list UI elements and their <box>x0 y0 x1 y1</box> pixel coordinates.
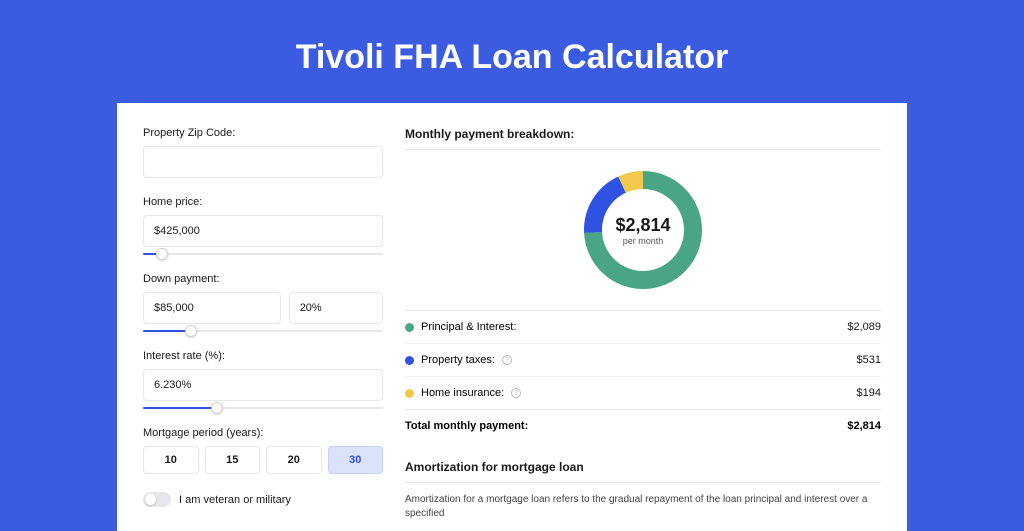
period-button-group: 10152030 <box>143 446 383 474</box>
breakdown-rows: Principal & Interest: $2,089 Property taxe… <box>405 310 881 409</box>
slider-thumb[interactable] <box>185 325 197 337</box>
info-icon[interactable]: ? <box>502 355 512 365</box>
down-payment-slider[interactable] <box>143 330 383 332</box>
zip-label: Property Zip Code: <box>143 127 383 139</box>
slider-thumb[interactable] <box>156 248 168 260</box>
breakdown-row-label: Property taxes: <box>421 354 495 366</box>
breakdown-row-value: $531 <box>857 354 881 366</box>
interest-rate-label: Interest rate (%): <box>143 350 383 362</box>
home-price-input[interactable] <box>143 215 383 247</box>
calculator-card: Property Zip Code: Home price: Down paym… <box>117 103 907 531</box>
down-payment-label: Down payment: <box>143 273 383 285</box>
breakdown-row: Home insurance:? $194 <box>405 376 881 409</box>
breakdown-row: Principal & Interest: $2,089 <box>405 310 881 343</box>
home-price-field: Home price: <box>143 196 383 255</box>
period-button-20[interactable]: 20 <box>266 446 322 474</box>
interest-rate-slider[interactable] <box>143 407 383 409</box>
breakdown-row: Property taxes:? $531 <box>405 343 881 376</box>
donut-chart: $2,814 per month <box>583 170 703 290</box>
period-button-30[interactable]: 30 <box>328 446 384 474</box>
breakdown-column: Monthly payment breakdown: $2,814 per mo… <box>405 127 881 531</box>
mortgage-period-field: Mortgage period (years): 10152030 <box>143 427 383 474</box>
veteran-label: I am veteran or military <box>179 494 291 506</box>
info-icon[interactable]: ? <box>511 388 521 398</box>
slider-thumb[interactable] <box>211 402 223 414</box>
legend-dot-icon <box>405 356 414 365</box>
zip-field: Property Zip Code: <box>143 127 383 178</box>
legend-dot-icon <box>405 323 414 332</box>
veteran-row: I am veteran or military <box>143 492 383 507</box>
period-button-15[interactable]: 15 <box>205 446 261 474</box>
page-container: Tivoli FHA Loan Calculator Property Zip … <box>0 0 1024 531</box>
amortization-section: Amortization for mortgage loan Amortizat… <box>405 460 881 531</box>
donut-amount: $2,814 <box>615 215 670 236</box>
legend-dot-icon <box>405 389 414 398</box>
period-button-10[interactable]: 10 <box>143 446 199 474</box>
down-payment-percent-input[interactable] <box>289 292 383 324</box>
interest-rate-field: Interest rate (%): <box>143 350 383 409</box>
home-price-label: Home price: <box>143 196 383 208</box>
zip-input[interactable] <box>143 146 383 178</box>
donut-sublabel: per month <box>623 236 664 246</box>
down-payment-amount-input[interactable] <box>143 292 281 324</box>
breakdown-row-label: Principal & Interest: <box>421 321 516 333</box>
breakdown-row-label: Home insurance: <box>421 387 504 399</box>
mortgage-period-label: Mortgage period (years): <box>143 427 383 439</box>
veteran-toggle[interactable] <box>143 492 171 507</box>
inputs-column: Property Zip Code: Home price: Down paym… <box>143 127 383 531</box>
home-price-slider[interactable] <box>143 253 383 255</box>
page-title: Tivoli FHA Loan Calculator <box>55 0 969 103</box>
total-value: $2,814 <box>847 420 881 432</box>
amortization-header: Amortization for mortgage loan <box>405 460 881 483</box>
donut-chart-container: $2,814 per month <box>405 150 881 310</box>
total-row: Total monthly payment: $2,814 <box>405 409 881 442</box>
amortization-body: Amortization for a mortgage loan refers … <box>405 483 881 531</box>
down-payment-field: Down payment: <box>143 273 383 332</box>
total-label: Total monthly payment: <box>405 420 528 432</box>
breakdown-header: Monthly payment breakdown: <box>405 127 881 150</box>
breakdown-row-value: $194 <box>857 387 881 399</box>
breakdown-row-value: $2,089 <box>847 321 881 333</box>
interest-rate-input[interactable] <box>143 369 383 401</box>
